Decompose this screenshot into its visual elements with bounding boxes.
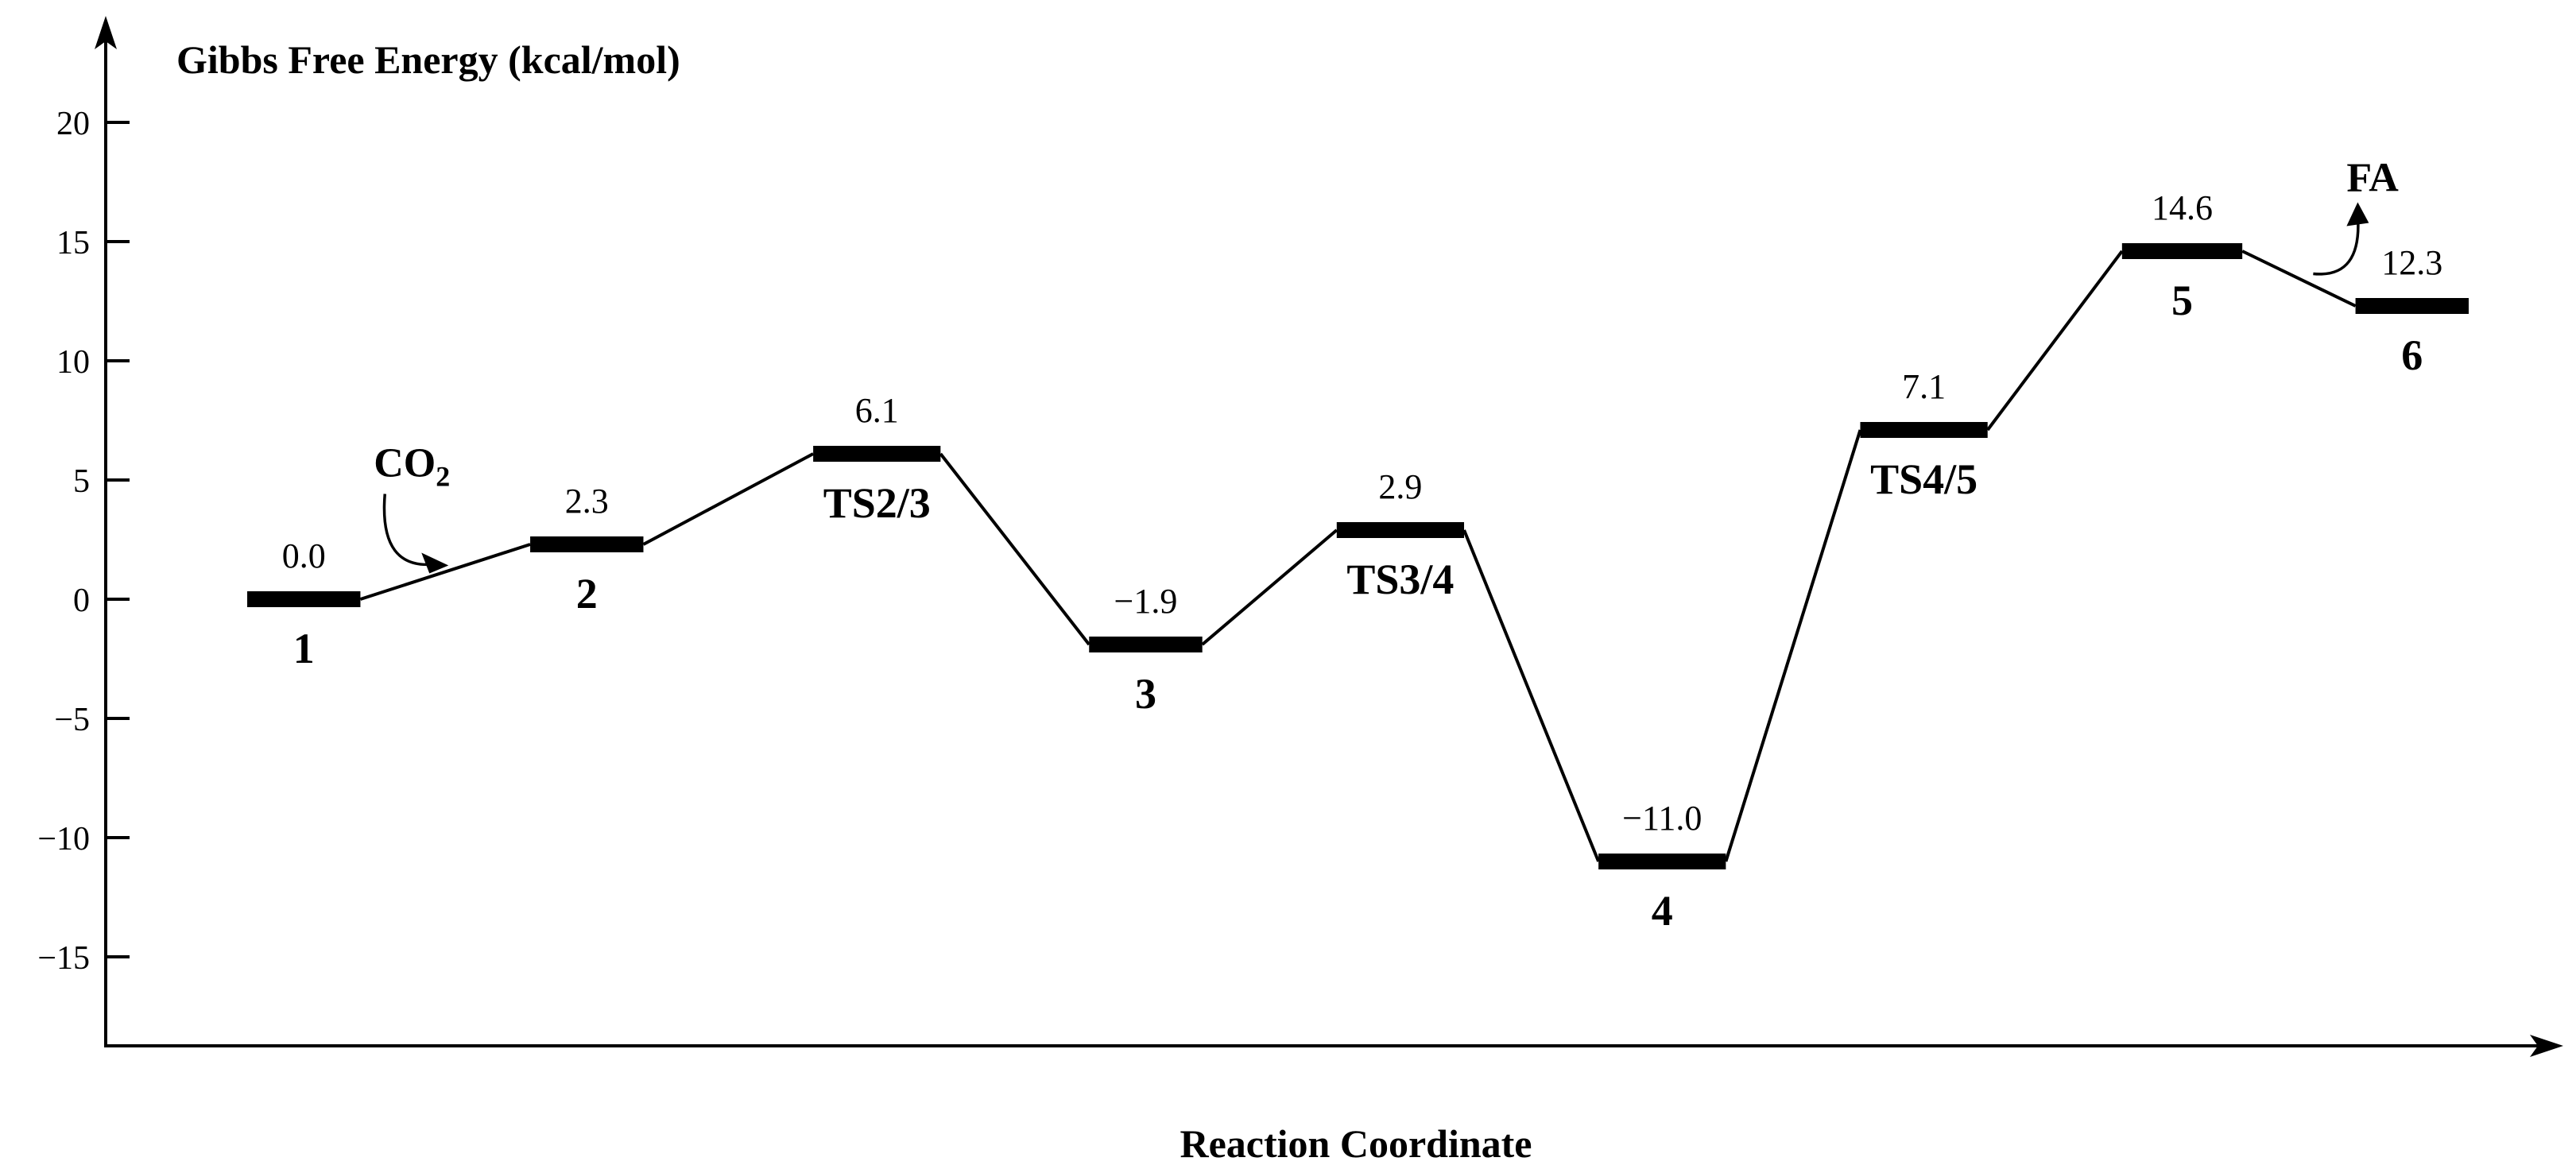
annotation-arrow-fa: [2313, 215, 2360, 276]
annotation-subscript: 2: [436, 461, 450, 493]
annotation-arrowhead-fa: [2346, 202, 2369, 226]
energy-level-ts45: [1860, 422, 1988, 438]
species-label-s4: 4: [1652, 887, 1673, 935]
annotation-arrow-co2: [382, 494, 438, 567]
x-axis-title: Reaction Coordinate: [1180, 1121, 1532, 1166]
annotation-text: CO: [374, 441, 436, 486]
annotations: CO2 FA: [374, 156, 2399, 574]
annotation-arrowhead-co2: [421, 552, 449, 574]
energy-value-s2: 2.3: [565, 482, 609, 521]
energy-value-ts45: 7.1: [1902, 367, 1946, 406]
y-tick-label: 0: [73, 583, 90, 619]
y-tick-label: 15: [56, 225, 90, 261]
annotation-label-fa: FA: [2346, 156, 2399, 201]
state-labels: 0.012.326.1TS2/3−1.932.9TS3/4−11.047.1TS…: [282, 188, 2443, 935]
energy-level-ts34: [1336, 522, 1465, 538]
energy-level-s5: [2121, 243, 2243, 259]
annotation-text: FA: [2346, 156, 2399, 201]
energy-value-s3: −1.9: [1114, 582, 1178, 621]
energy-value-ts34: 2.9: [1378, 467, 1422, 506]
y-tick-label: −5: [54, 702, 90, 738]
connector-s4-ts45: [1724, 429, 1862, 862]
species-label-s6: 6: [2401, 331, 2423, 379]
connector-lines: [359, 250, 2357, 862]
energy-value-ts23: 6.1: [855, 391, 899, 430]
species-label-ts45: TS4/5: [1870, 455, 1978, 503]
energy-value-s4: −11.0: [1622, 799, 1702, 838]
connector-ts45-s5: [1986, 250, 2124, 432]
annotation-label-co2: CO2: [374, 441, 450, 493]
species-label-s2: 2: [576, 570, 598, 617]
axes: [95, 16, 2563, 1057]
y-axis-arrowhead: [95, 16, 117, 49]
energy-level-ts23: [813, 446, 941, 462]
x-axis-arrowhead: [2530, 1035, 2563, 1057]
energy-level-s3: [1089, 637, 1203, 652]
energy-level-s1: [247, 591, 361, 607]
y-tick-label: 20: [56, 106, 90, 142]
connector-ts34-s4: [1462, 529, 1600, 862]
energy-value-s6: 12.3: [2381, 243, 2442, 282]
species-label-ts23: TS2/3: [823, 479, 931, 527]
species-label-s3: 3: [1135, 670, 1156, 718]
connector-ts23-s3: [939, 452, 1090, 646]
energy-level-s4: [1598, 854, 1726, 869]
energy-levels: [247, 243, 2469, 869]
species-label-s1: 1: [293, 625, 315, 672]
connector-s1-s2: [359, 543, 531, 601]
energy-value-s5: 14.6: [2152, 188, 2213, 227]
energy-value-s1: 0.0: [282, 536, 326, 575]
species-label-s5: 5: [2171, 277, 2193, 324]
energy-level-s6: [2355, 298, 2469, 314]
y-axis-title: Gibbs Free Energy (kcal/mol): [176, 37, 680, 82]
y-tick-label: 5: [73, 463, 90, 500]
y-tick-label: −15: [37, 940, 90, 977]
connector-s5-s6: [2241, 250, 2357, 308]
y-tick-label: −10: [37, 821, 90, 857]
energy-level-s2: [530, 536, 644, 552]
species-label-ts34: TS3/4: [1346, 556, 1454, 603]
y-tick-label: 10: [56, 344, 90, 381]
connector-s3-ts34: [1201, 528, 1338, 646]
connector-s2-ts23: [642, 452, 815, 546]
y-ticks: 20 15 10 5 0 −5 −10 −15: [37, 106, 130, 977]
